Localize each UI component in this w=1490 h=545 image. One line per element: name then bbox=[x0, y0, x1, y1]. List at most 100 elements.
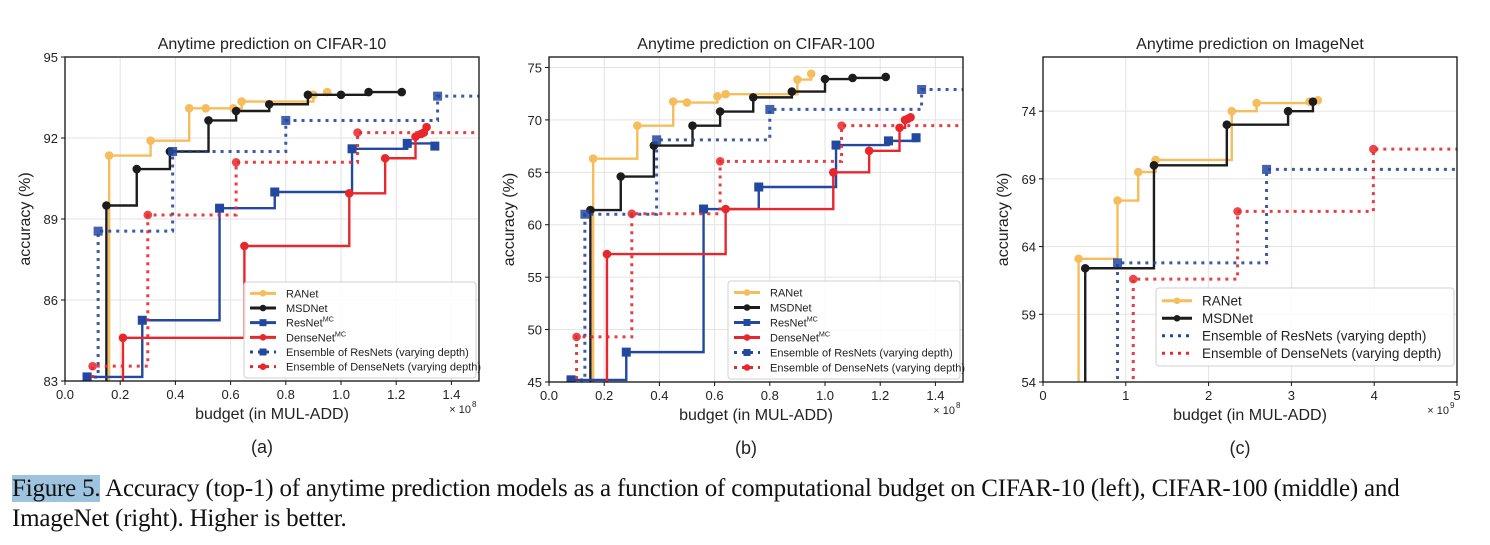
x-tick-label: 0.6 bbox=[706, 388, 724, 403]
data-point bbox=[1283, 106, 1293, 116]
legend-label: DenseNetMC bbox=[770, 330, 830, 344]
data-point bbox=[588, 154, 598, 163]
legend-item-ranet: RANet bbox=[734, 287, 802, 299]
y-axis: 83 86 89 92 95 bbox=[44, 50, 65, 389]
series-layer bbox=[82, 87, 479, 381]
series-line bbox=[1084, 101, 1315, 382]
y-tick-label: 60 bbox=[528, 218, 542, 233]
data-point bbox=[1369, 144, 1378, 154]
y-tick-label: 45 bbox=[528, 375, 542, 390]
data-point bbox=[848, 73, 857, 83]
legend-label: RANet bbox=[770, 287, 802, 299]
series-line bbox=[91, 131, 479, 381]
data-point bbox=[1227, 106, 1237, 116]
data-point bbox=[566, 375, 576, 382]
y-tick-label: 54 bbox=[1022, 375, 1036, 390]
data-point bbox=[146, 136, 155, 145]
series-line bbox=[1116, 167, 1457, 382]
legend-item-resnet-mc: ResNetMC bbox=[734, 315, 818, 329]
data-point bbox=[580, 209, 590, 219]
data-point bbox=[104, 151, 114, 160]
legend-label: ResNetMC bbox=[770, 315, 818, 329]
figure-label: Figure 5. bbox=[12, 475, 101, 502]
x-tick-label: 0.4 bbox=[650, 388, 668, 403]
caption-text: Accuracy (top-1) of anytime prediction m… bbox=[12, 475, 1400, 532]
y-tick-label: 55 bbox=[528, 270, 542, 285]
y-axis: 54 59 64 69 74 bbox=[1022, 104, 1043, 390]
x-tick-label: 0 bbox=[1039, 388, 1046, 403]
data-point bbox=[347, 144, 357, 154]
legend-label: MSDNet bbox=[770, 302, 812, 314]
x-axis: 0 1 2 3 4 5 bbox=[1039, 382, 1461, 403]
legend-marker bbox=[743, 364, 751, 371]
data-point bbox=[713, 92, 722, 101]
x-axis-label: budget (in MUL-ADD) bbox=[195, 406, 349, 423]
data-point bbox=[303, 90, 313, 100]
data-point bbox=[88, 361, 97, 371]
data-point bbox=[204, 116, 213, 125]
series-densenet-mc bbox=[602, 112, 915, 382]
y-tick-label: 86 bbox=[44, 293, 58, 308]
data-point bbox=[828, 168, 838, 177]
x-tick-label: 3 bbox=[1288, 388, 1295, 403]
data-point bbox=[883, 136, 893, 146]
data-point bbox=[281, 115, 291, 125]
x-tick-label: 0.8 bbox=[277, 387, 295, 402]
legend-label: RANet bbox=[1202, 294, 1242, 309]
data-point bbox=[168, 147, 178, 156]
legend: RANet MSDNet Ensemble of ResNets (varying … bbox=[1155, 287, 1455, 367]
data-point bbox=[1128, 274, 1138, 284]
legend-marker bbox=[259, 319, 267, 327]
data-point bbox=[137, 315, 147, 325]
data-point bbox=[364, 87, 373, 97]
data-point bbox=[621, 347, 631, 357]
data-point bbox=[231, 106, 241, 116]
y-axis: 45 50 55 60 65 70 75 bbox=[528, 60, 549, 390]
series-line bbox=[569, 88, 963, 382]
subplot-label: (c) bbox=[1230, 438, 1251, 458]
chart-c: 0 1 2 3 4 5 54 59 64 69 74 × 10 9 Anytime prediction … bbox=[995, 36, 1461, 458]
data-point bbox=[1133, 167, 1143, 177]
x-tick-label: 2 bbox=[1205, 388, 1212, 403]
x-tick-label: 0.2 bbox=[595, 388, 613, 403]
y-tick-label: 89 bbox=[44, 212, 58, 227]
legend-label: Ensemble of ResNets (varying depth) bbox=[286, 347, 469, 359]
data-point bbox=[380, 153, 390, 163]
data-point bbox=[602, 249, 612, 259]
x-tick-label: 1.0 bbox=[332, 387, 350, 402]
x-tick-label: 0.0 bbox=[540, 388, 558, 403]
data-point bbox=[270, 187, 280, 197]
y-tick-label: 83 bbox=[44, 374, 58, 389]
y-tick-label: 50 bbox=[528, 323, 542, 338]
y-tick-label: 75 bbox=[528, 60, 542, 75]
legend-marker bbox=[743, 289, 751, 296]
legend-label: Ensemble of ResNets (varying depth) bbox=[770, 347, 953, 359]
series-ranet bbox=[588, 69, 816, 382]
legend-item-ensemble-of-densenets-varying-depth: Ensemble of DenseNets (varying depth) bbox=[250, 362, 481, 374]
data-point bbox=[397, 87, 407, 97]
legend-marker bbox=[743, 349, 751, 356]
y-tick-label: 59 bbox=[1022, 307, 1036, 322]
series-line bbox=[591, 73, 813, 382]
data-point bbox=[433, 91, 443, 101]
data-point bbox=[721, 204, 730, 214]
series-msdnet bbox=[102, 87, 407, 381]
data-point bbox=[93, 226, 103, 236]
legend-marker bbox=[259, 363, 267, 370]
x-axis-label: budget (in MUL-ADD) bbox=[679, 407, 833, 424]
legend-item-ranet: RANet bbox=[250, 288, 318, 300]
series-ensemble-of-resnets-varying-depth bbox=[82, 91, 479, 381]
series-ensemble-of-densenets-varying-depth bbox=[572, 121, 963, 382]
data-point bbox=[402, 138, 412, 148]
subplot-label: (a) bbox=[251, 437, 273, 457]
plot-frame bbox=[1042, 56, 1458, 383]
x-axis-label: budget (in MUL-ADD) bbox=[1173, 407, 1327, 424]
x-tick-label: 0.2 bbox=[111, 387, 129, 402]
legend-label-superscript: MC bbox=[323, 316, 334, 324]
data-point bbox=[633, 121, 642, 130]
x-axis: 0.0 0.2 0.4 0.6 0.8 1.0 1.2 1.4 bbox=[540, 382, 944, 403]
legend-label-superscript: MC bbox=[807, 315, 818, 323]
legend-item-resnet-mc: ResNetMC bbox=[250, 316, 334, 330]
data-point bbox=[616, 172, 626, 181]
